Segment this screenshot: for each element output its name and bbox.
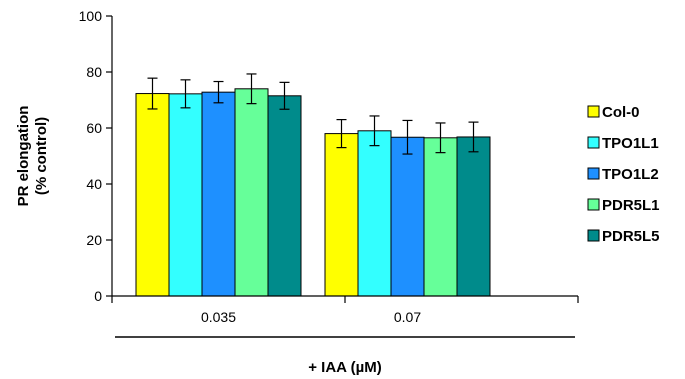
y-ticks-layer: 0 20 40 60 80 100 (79, 8, 112, 304)
legend-swatch-pdr5l1 (587, 198, 600, 211)
error-bar-tpo1l1-1 (180, 79, 191, 109)
legend-label-pdr5l1: PDR5L1 (602, 197, 660, 214)
bar-pdr5l5-1 (267, 95, 302, 297)
error-bar-pdr5l5-2 (468, 121, 479, 153)
legend-item-pdr5l5: PDR5L5 (587, 228, 660, 245)
legend-label-tpo1l1: TPO1L1 (602, 135, 659, 152)
bar-tpo1l2-1 (201, 91, 236, 297)
x-tick-label-0.07: 0.07 (394, 309, 421, 325)
bar-pdr5l5-2 (456, 136, 491, 297)
bar-tpo1l1-2 (357, 130, 392, 297)
bar-tpo1l2-2 (390, 136, 425, 297)
legend-swatch-col-0 (587, 105, 600, 118)
legend: Col-0 TPO1L1 TPO1L2 PDR5L1 PDR5L5 (587, 104, 660, 245)
y-tick-label-80: 80 (86, 64, 102, 80)
y-axis-title-line-2: (% control) (33, 117, 50, 195)
bar-pdr5l1-2 (423, 137, 458, 297)
legend-item-col-0: Col-0 (587, 104, 640, 121)
error-bars-layer (147, 73, 479, 155)
error-bar-col-0-1 (147, 77, 158, 110)
y-axis-title: PR elongation (% control) (15, 106, 50, 207)
y-tick-label-100: 100 (79, 8, 103, 24)
error-bar-tpo1l2-2 (402, 119, 413, 155)
bar-pdr5l1-1 (234, 88, 269, 297)
x-axis-title: + IAA (µM) (308, 359, 382, 376)
legend-label-pdr5l5: PDR5L5 (602, 228, 660, 245)
y-tick-label-40: 40 (86, 176, 102, 192)
legend-item-tpo1l2: TPO1L2 (587, 166, 659, 183)
bar-col-0-1 (135, 93, 170, 297)
error-bar-pdr5l1-2 (435, 122, 446, 154)
legend-label-tpo1l2: TPO1L2 (602, 166, 659, 183)
bars-layer (135, 88, 491, 297)
x-ticks-layer: 0.035 0.07 (111, 296, 579, 325)
y-tick-label-60: 60 (86, 120, 102, 136)
legend-item-pdr5l1: PDR5L1 (587, 197, 660, 214)
error-bar-pdr5l1-1 (246, 73, 257, 105)
y-axis-title-line-1: PR elongation (15, 106, 32, 207)
error-bar-pdr5l5-1 (279, 81, 290, 110)
x-tick-label-0.035: 0.035 (201, 309, 236, 325)
error-bar-col-0-2 (336, 118, 347, 149)
error-bar-tpo1l1-2 (369, 115, 380, 147)
error-bar-tpo1l2-1 (213, 80, 224, 104)
y-tick-label-20: 20 (86, 232, 102, 248)
y-tick-label-0: 0 (94, 288, 102, 304)
legend-item-tpo1l1: TPO1L1 (587, 135, 659, 152)
bar-col-0-2 (324, 133, 359, 297)
legend-label-col-0: Col-0 (602, 104, 640, 121)
bar-tpo1l1-1 (168, 93, 203, 297)
legend-swatch-pdr5l5 (587, 229, 600, 242)
legend-swatch-tpo1l1 (587, 136, 600, 149)
legend-swatch-tpo1l2 (587, 167, 600, 180)
